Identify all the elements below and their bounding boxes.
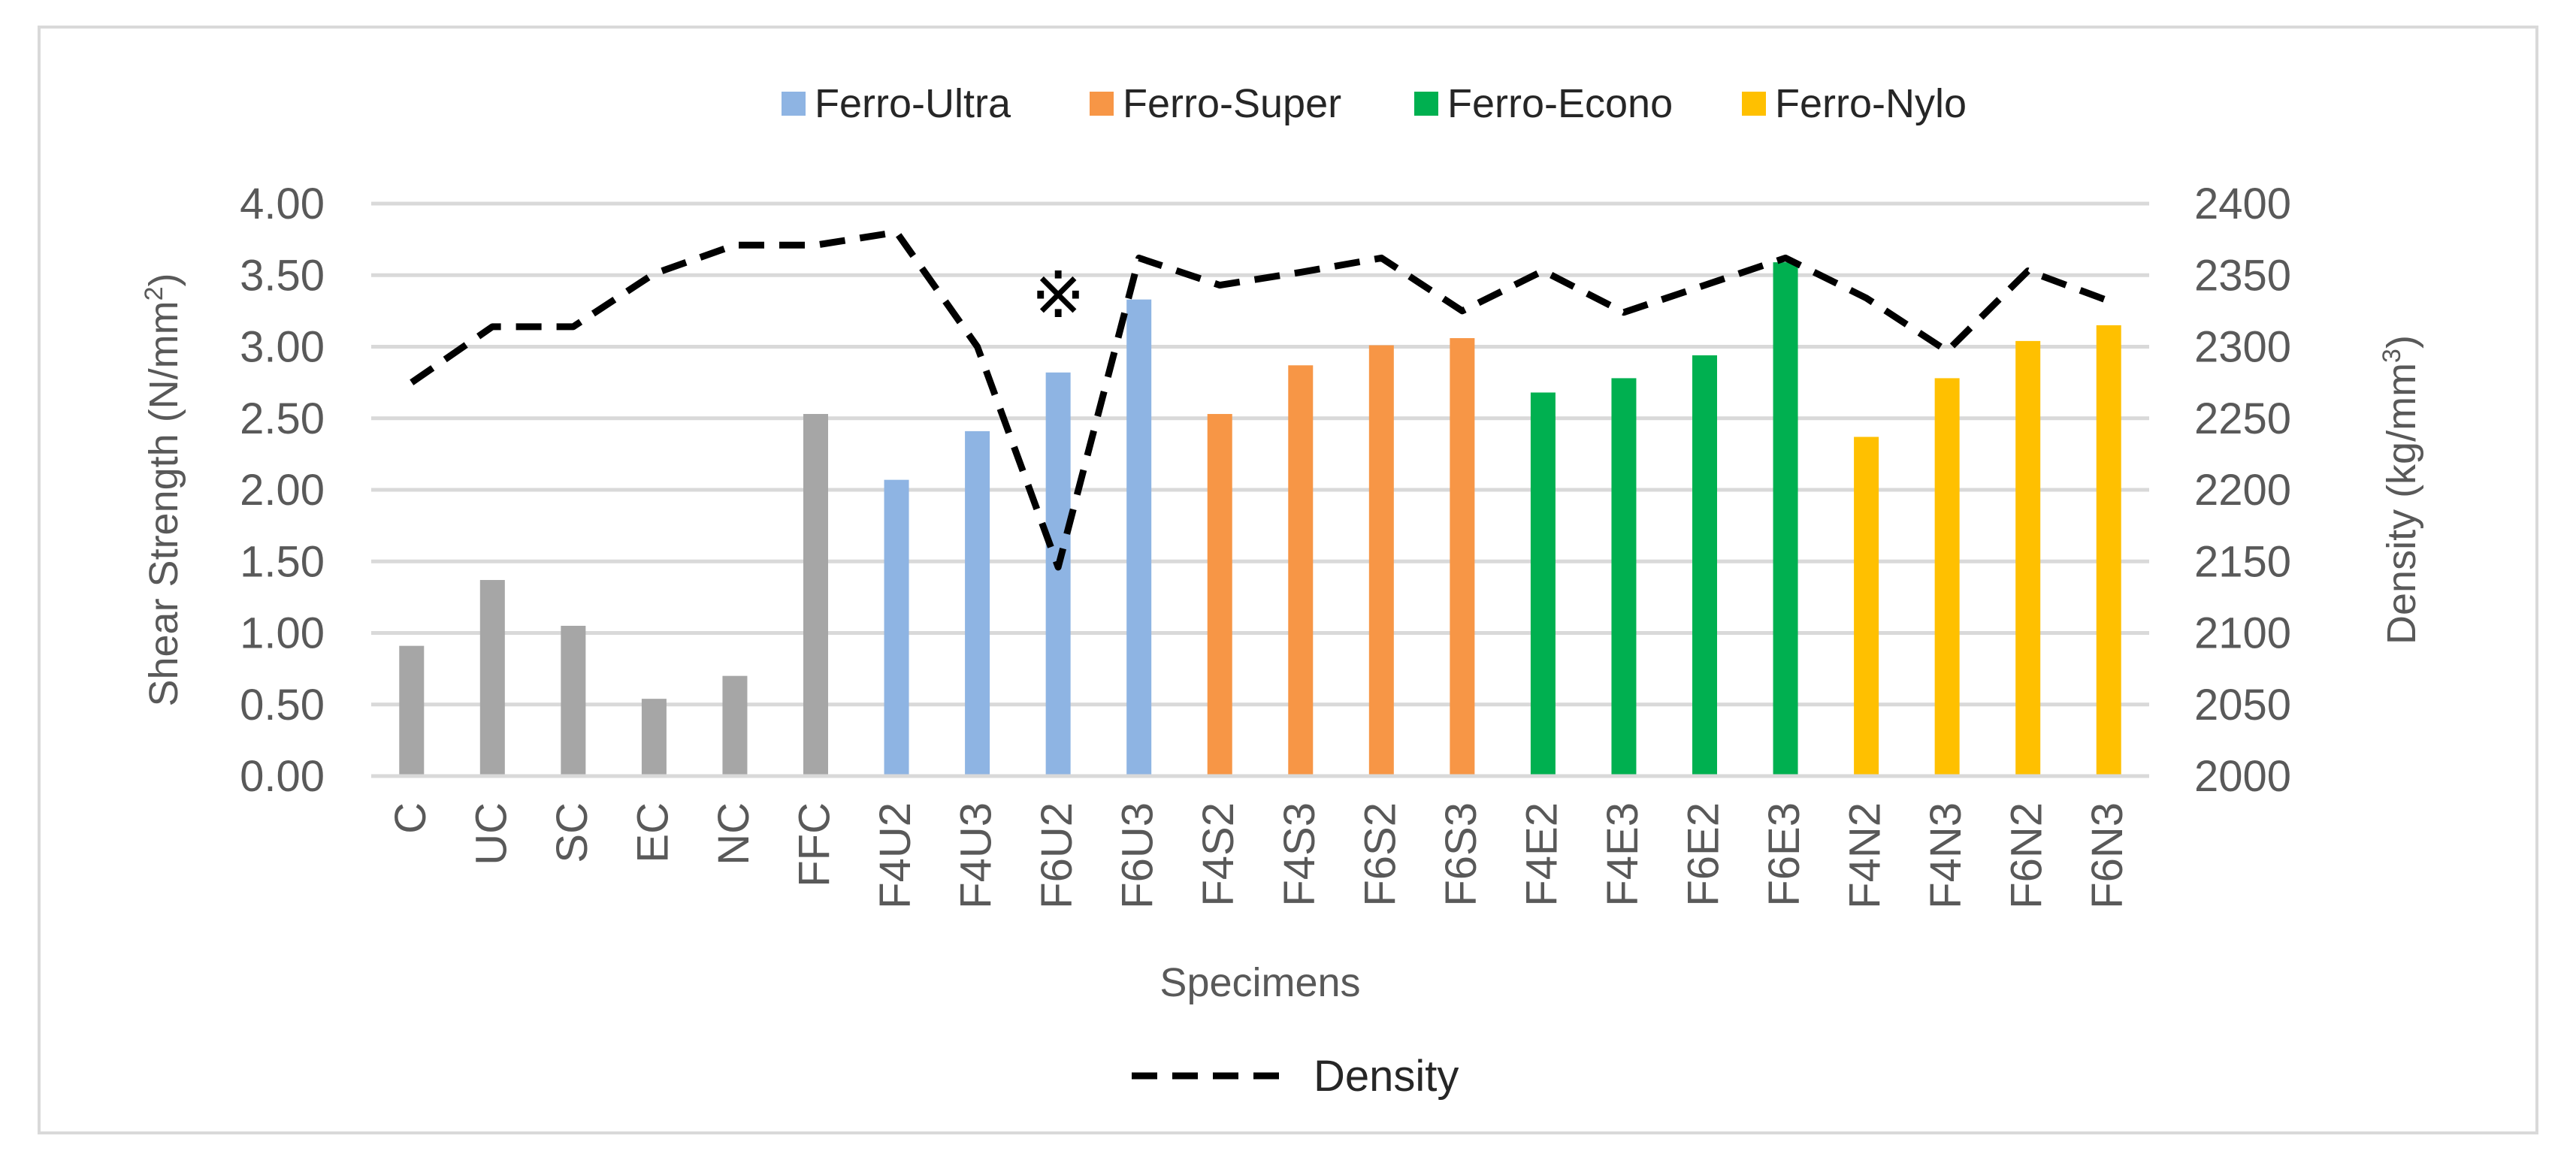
bar-nc: [722, 675, 748, 776]
legend-swatch-ferro-ultra: [782, 92, 806, 116]
y-tick-label: 1.00: [240, 609, 325, 658]
bar-sc: [561, 625, 586, 776]
density-line-group: [410, 228, 2110, 571]
y-tick-label: 0.00: [240, 752, 325, 801]
x-tick-label: F6S2: [1356, 802, 1404, 907]
bar-f6e3: [1773, 262, 1798, 777]
y2-axis-title: Density (kg/mm3): [2378, 335, 2424, 645]
x-tick-label: EC: [628, 802, 677, 863]
y-tick-label: 3.50: [240, 251, 325, 300]
y2-tick-label: 2000: [2194, 752, 2291, 801]
axes: 0.00 0.50 1.00 1.50 2.00 2.50 3.00 3.50 4.00 2000…: [140, 180, 2424, 1005]
y-tick-label: 2.50: [240, 394, 325, 443]
x-tick-label: C: [386, 802, 435, 834]
x-tick-label: FFC: [791, 802, 839, 887]
bar-f4e3: [1611, 378, 1637, 776]
bar-f4s2: [1207, 414, 1232, 776]
y2-tick-label: 2400: [2194, 180, 2291, 228]
legend-swatch-ferro-super: [1090, 92, 1114, 116]
annotation-mark: ※: [1031, 258, 1085, 333]
x-tick-label: F6S3: [1437, 802, 1486, 907]
bar-f4u2: [884, 479, 909, 776]
legend-label-ferro-econo: Ferro-Econo: [1447, 81, 1673, 126]
bar-f6s2: [1368, 345, 1394, 777]
x-tick-label: F4E2: [1517, 802, 1566, 907]
x-axis-title: Specimens: [1160, 960, 1360, 1005]
legend-swatch-ferro-econo: [1414, 92, 1438, 116]
y2-tick-label: 2100: [2194, 609, 2291, 658]
x-tick-label: F4S2: [1194, 802, 1243, 907]
x-tick-label: SC: [548, 802, 597, 863]
bar-f6n3: [2096, 325, 2121, 776]
bar-f4n3: [1934, 378, 1960, 776]
x-tick-label: F4N3: [1921, 802, 1970, 909]
y-tick-label: 0.50: [240, 681, 325, 729]
legend-label-ferro-ultra: Ferro-Ultra: [815, 81, 1011, 126]
x-tick-label: F6N2: [2003, 802, 2051, 909]
y-axis-title: Shear Strength (N/mm2): [140, 273, 186, 706]
y2-tick-label: 2050: [2194, 681, 2291, 729]
bars: [399, 262, 2121, 777]
y-tick-label: 4.00: [240, 180, 325, 228]
y2-tick-label: 2200: [2194, 466, 2291, 515]
legend-label-density: Density: [1314, 1052, 1459, 1101]
y2-tick-label: 2300: [2194, 323, 2291, 372]
legend: Ferro-Ultra Ferro-Super Ferro-Econo Ferro-N…: [782, 81, 1967, 1101]
legend-swatch-ferro-nylo: [1742, 92, 1766, 116]
bar-f6s3: [1450, 338, 1475, 776]
x-tick-label: F4N2: [1841, 802, 1890, 909]
bar-f4e2: [1530, 392, 1556, 776]
legend-label-ferro-nylo: Ferro-Nylo: [1775, 81, 1967, 126]
bar-f6e2: [1692, 355, 1717, 776]
legend-label-ferro-super: Ferro-Super: [1123, 81, 1341, 126]
x-tick-label: F6U3: [1114, 802, 1163, 909]
bar-c: [399, 645, 425, 776]
bar-f6u2: [1045, 372, 1071, 776]
y2-tick-label: 2250: [2194, 394, 2291, 443]
x-tick-label: F6N3: [2083, 802, 2132, 909]
bar-uc: [479, 580, 505, 776]
bar-ffc: [803, 414, 828, 776]
y2-tick-label: 2350: [2194, 251, 2291, 300]
x-tick-label: F4U3: [952, 802, 1001, 909]
x-tick-label: F6E3: [1760, 802, 1809, 907]
y-tick-label: 1.50: [240, 537, 325, 586]
y-tick-label: 3.00: [240, 323, 325, 372]
y2-tick-label: 2150: [2194, 537, 2291, 586]
x-tick-label: F6U2: [1033, 802, 1081, 909]
bar-f4s3: [1288, 365, 1314, 776]
x-tick-label: NC: [709, 802, 758, 865]
bar-ec: [641, 699, 667, 776]
x-tick-label: F4U2: [871, 802, 920, 909]
x-tick-label: F6E2: [1680, 802, 1728, 907]
bar-f4n2: [1854, 436, 1879, 776]
bar-f4u3: [965, 430, 990, 776]
x-tick-label: F4S3: [1275, 802, 1324, 907]
x-tick-label: UC: [467, 802, 516, 865]
y-tick-label: 2.00: [240, 466, 325, 515]
x-tick-label: F4E3: [1598, 802, 1647, 907]
bar-f6n2: [2015, 340, 2041, 776]
bar-f6u3: [1126, 299, 1152, 776]
density-line: [410, 228, 2110, 571]
